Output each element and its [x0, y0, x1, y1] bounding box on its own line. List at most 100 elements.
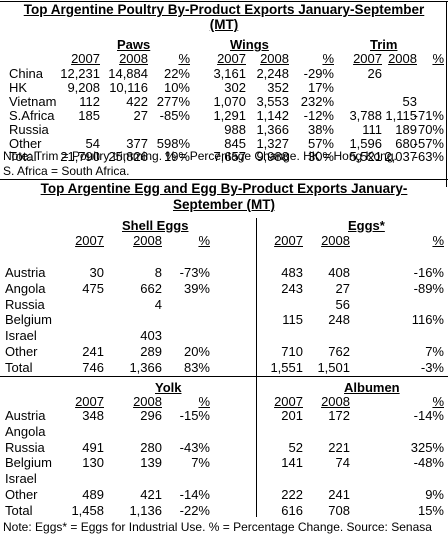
egg-bottom-cell: 325% — [410, 439, 444, 455]
egg-bottom-cell: 201 — [281, 408, 303, 423]
poultry-row-label: Other — [9, 135, 42, 151]
egg-bottom-cell: -48% — [413, 455, 444, 471]
egg-mid-rule — [0, 376, 448, 377]
egg-bottom-cell: 52 — [288, 439, 303, 455]
egg-bottom-cell: 222 — [281, 487, 303, 502]
egg-top-cell: 403 — [140, 328, 162, 344]
egg-top-cell: 27 — [335, 280, 350, 296]
egg-bottom-cell: 221 — [328, 439, 350, 455]
egg-top-cell: 762 — [328, 344, 350, 359]
poultry-cell: 21,790 — [60, 149, 100, 165]
egg-title: Top Argentine Egg and Egg By-Product Exp… — [40, 181, 408, 196]
egg-bottom-cell: -15% — [179, 408, 210, 423]
poultry-year-header: % — [432, 51, 444, 66]
egg-bottom-cell: 9% — [425, 487, 444, 502]
poultry-top-rule — [0, 1, 448, 2]
egg-bottom-cell: 7% — [191, 455, 210, 471]
poultry-cell: 232% — [300, 93, 334, 109]
poultry-cell: 1,142 — [256, 107, 289, 123]
egg-bottom-cell: 74 — [335, 455, 350, 471]
egg-bottom-row-label: Other — [5, 487, 38, 502]
egg-top-cell: 30 — [89, 265, 104, 280]
poultry-year-header: 2008 — [388, 51, 417, 66]
egg-top-cell: 408 — [328, 265, 350, 280]
egg-bottom-row-label: Austria — [5, 408, 46, 423]
egg-top-cell: 1,551 — [270, 359, 303, 375]
poultry-cell: 185 — [78, 107, 100, 123]
poultry-cell: 10% — [163, 79, 190, 95]
poultry-cell: -63% — [413, 149, 444, 165]
egg-bottom-cell: -22% — [179, 502, 210, 518]
egg-top-cell: 1,501 — [317, 359, 350, 375]
poultry-cell: 57% — [307, 135, 334, 151]
egg-top-row-label: Total — [5, 359, 33, 375]
poultry-cell: 3,788 — [349, 107, 382, 123]
poultry-cell: 845 — [224, 135, 246, 151]
poultry-cell: -12% — [303, 107, 334, 123]
egg-bottom-cell: 15% — [417, 502, 444, 518]
egg-bottom-cell: 241 — [328, 487, 350, 502]
poultry-cell: 2,248 — [256, 66, 289, 81]
group-header-shell-eggs: Shell Eggs — [122, 218, 189, 233]
poultry-cell: 352 — [267, 79, 289, 95]
egg-top-cell: 39% — [183, 280, 210, 296]
poultry-cell: 377 — [126, 135, 148, 151]
egg-bottom-cell: -43% — [179, 439, 210, 455]
poultry-cell: 9,988 — [256, 149, 289, 165]
egg-bottom-cell: 139 — [140, 455, 162, 471]
egg-bottom-cell: 141 — [281, 455, 303, 471]
egg-top-cell: 289 — [140, 344, 162, 359]
poultry-right-rule — [446, 1, 447, 187]
egg-bottom-cell: 616 — [281, 502, 303, 518]
group-header-trim: Trim — [370, 37, 398, 52]
egg-bottom-row-label: Belgium — [5, 455, 52, 471]
poultry-cell: -71% — [413, 107, 444, 123]
egg-bottom-row-label: Israel — [5, 471, 37, 487]
poultry-cell: 14,884 — [108, 66, 148, 81]
egg-center-rule — [256, 218, 257, 517]
egg-title-2: September (MT) — [172, 197, 275, 212]
egg-bottom-cell: 421 — [140, 487, 162, 502]
poultry-cell: 3,161 — [213, 66, 246, 81]
poultry-cell: 988 — [224, 121, 246, 137]
egg-top-cell: 8 — [154, 265, 162, 280]
poultry-cell: 1,291 — [213, 107, 246, 123]
egg-bottom-year-header: % — [198, 394, 210, 409]
poultry-year-header: 2007 — [353, 51, 382, 66]
poultry-cell: 53 — [402, 93, 417, 109]
egg-note: Note: Eggs* = Eggs for Industrial Use. %… — [3, 520, 432, 534]
egg-top-cell: 20% — [183, 344, 210, 359]
egg-bottom-cell: -14% — [179, 487, 210, 502]
egg-top-cell: 241 — [82, 344, 104, 359]
egg-bottom-row-label: Total — [5, 502, 33, 518]
egg-top-cell: -3% — [420, 359, 444, 375]
egg-bottom-year-header: % — [432, 394, 444, 409]
poultry-cell: 422 — [126, 93, 148, 109]
poultry-cell: -29% — [303, 66, 334, 81]
egg-top-cell: 483 — [281, 265, 303, 280]
poultry-cell: 9,208 — [67, 79, 100, 95]
poultry-cell: -85% — [159, 107, 190, 123]
egg-top-year-header: 2008 — [321, 233, 350, 248]
poultry-cell: 1,070 — [213, 93, 246, 109]
group-header-wings: Wings — [230, 37, 269, 52]
egg-bottom-year-header: 2007 — [75, 394, 104, 409]
egg-top-row-label: Russia — [5, 296, 45, 312]
egg-bottom-cell: 1,458 — [71, 502, 104, 518]
egg-bottom-row-label: Angola — [5, 423, 46, 439]
egg-top-row-label: Israel — [5, 328, 37, 344]
poultry-cell: 19% — [163, 149, 190, 165]
poultry-cell: 38% — [307, 121, 334, 137]
egg-top-year-header: 2007 — [274, 233, 303, 248]
poultry-cell: 7,657 — [213, 149, 246, 165]
egg-top-year-header: 2008 — [133, 233, 162, 248]
egg-bottom-year-header: 2007 — [274, 394, 303, 409]
egg-top-row-label: Angola — [5, 280, 46, 296]
poultry-year-header: 2007 — [217, 51, 246, 66]
poultry-note-2: S. Africa = South Africa. — [3, 164, 130, 178]
poultry-cell: 112 — [79, 93, 100, 109]
poultry-cell: 25,826 — [108, 149, 148, 165]
poultry-row-label: Vietnam — [9, 93, 57, 109]
egg-top-cell: 243 — [281, 280, 303, 296]
egg-top-year-header: % — [432, 233, 444, 248]
